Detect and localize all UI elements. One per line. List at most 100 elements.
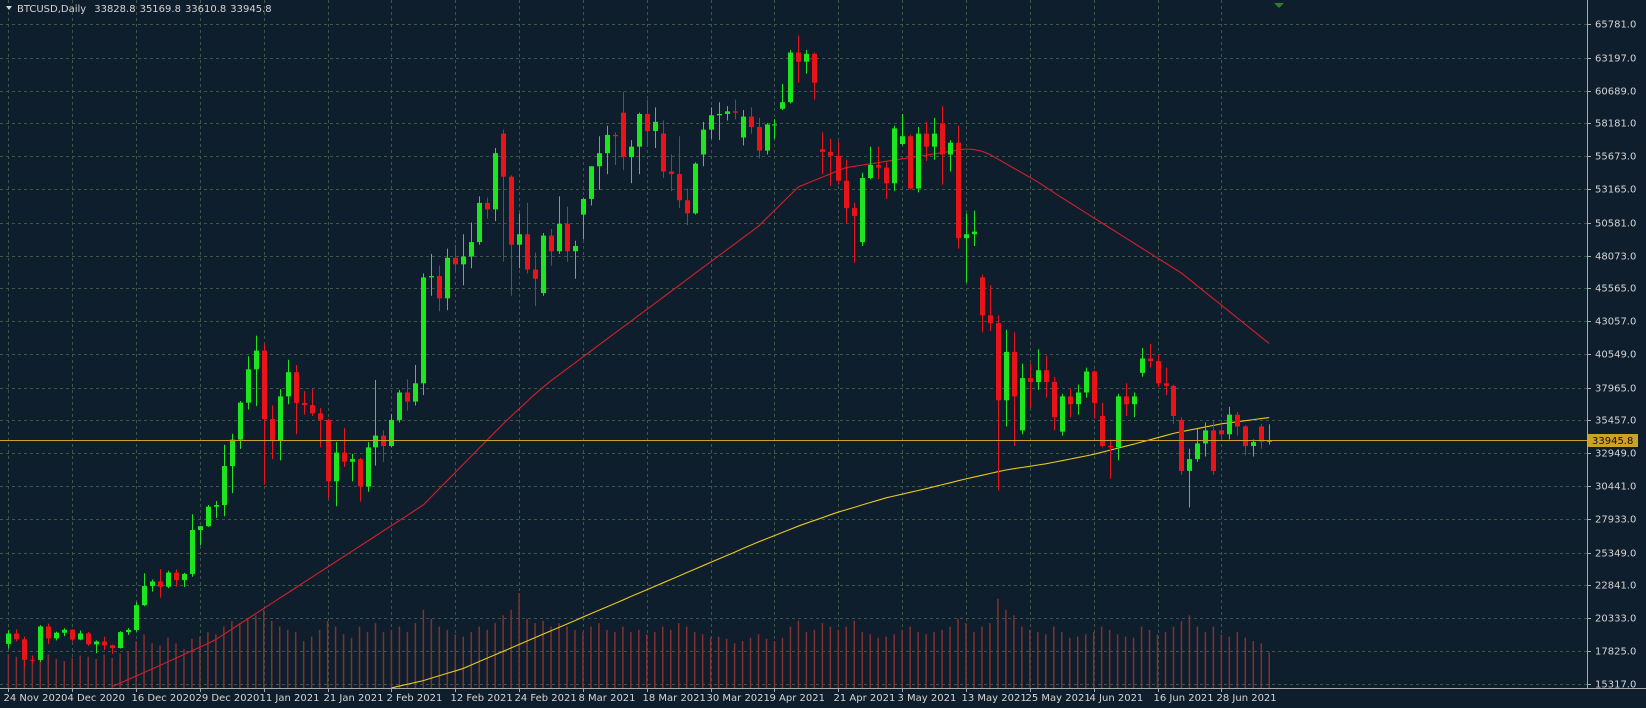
volume-bar <box>422 609 425 688</box>
last-price-label: 33945.8 <box>1592 436 1633 447</box>
y-tick-label: 50581.0 <box>1595 219 1636 230</box>
volume-bar <box>789 626 792 688</box>
volume-bar <box>462 636 465 688</box>
candle-body <box>796 52 801 62</box>
candle-body <box>932 133 937 147</box>
volume-bar <box>438 626 441 688</box>
last-price-box <box>1588 434 1638 447</box>
volume-bar <box>1116 634 1119 688</box>
candle-body <box>964 234 969 239</box>
candle-body <box>1140 358 1145 373</box>
candle-body <box>429 276 434 278</box>
candle-body <box>1028 378 1033 382</box>
candle-body <box>717 113 722 116</box>
volume-bar <box>877 637 879 688</box>
candle-body <box>413 383 418 402</box>
volume-bar <box>15 656 18 688</box>
candle-body <box>461 256 466 265</box>
y-tick-label: 63197.0 <box>1595 54 1636 65</box>
header-close: 33945.8 <box>230 4 271 15</box>
volume-bar <box>1244 637 1247 688</box>
candle-body <box>525 234 530 270</box>
volume-bar <box>989 623 991 688</box>
volume-bar <box>47 654 50 688</box>
volume-bar <box>606 629 608 688</box>
y-tick-label: 27933.0 <box>1595 515 1636 526</box>
volume-bar <box>949 626 951 688</box>
candle-body <box>1020 378 1025 431</box>
candle-body <box>924 133 929 147</box>
candle-body <box>453 257 458 265</box>
volume-bar <box>454 634 457 688</box>
volume-bar <box>630 632 632 688</box>
candle-body <box>613 134 618 137</box>
volume-bar <box>957 618 959 688</box>
volume-bar <box>87 656 89 688</box>
candle-body <box>868 164 873 179</box>
candle-body <box>1164 383 1169 386</box>
candle-body <box>1211 430 1216 471</box>
candle-body <box>709 115 714 130</box>
candle-body <box>1060 396 1065 432</box>
volume-bar <box>1260 643 1263 688</box>
volume-bar <box>885 636 887 688</box>
axes <box>0 0 1646 689</box>
volume-bar <box>406 632 409 688</box>
volume-bar <box>869 634 871 688</box>
candle-body <box>876 164 881 168</box>
volume-bar <box>997 598 999 688</box>
volume-bar <box>805 632 808 688</box>
volume-bar <box>494 623 496 688</box>
candle-body <box>565 223 570 252</box>
volume-bar <box>95 658 97 688</box>
y-tick-label: 55673.0 <box>1595 152 1636 163</box>
candle-body <box>110 645 115 649</box>
x-tick-label: 16 Dec 2020 <box>132 693 196 704</box>
volume-bar <box>534 623 536 688</box>
volume-bar <box>486 629 488 688</box>
x-tick-label: 13 May 2021 <box>962 693 1027 704</box>
volume-bar <box>829 626 832 688</box>
candle-body <box>366 447 371 487</box>
candle-body <box>150 581 155 586</box>
volume-bar <box>741 641 744 688</box>
volume-bar <box>1196 626 1199 688</box>
volume-bar <box>1005 609 1007 688</box>
candle-body <box>533 269 538 279</box>
volume-bar <box>342 634 345 688</box>
candle-body <box>230 439 235 467</box>
candle-body <box>70 629 75 640</box>
candle-body <box>286 372 291 397</box>
x-tick-label: 24 Feb 2021 <box>515 693 577 704</box>
y-tick-label: 65781.0 <box>1595 20 1636 31</box>
volume-bar <box>1045 634 1047 688</box>
volume-bar <box>614 632 616 688</box>
candle-body <box>326 419 331 482</box>
candle-body <box>22 639 27 660</box>
volume-bar <box>390 629 393 688</box>
candle-body <box>94 641 99 645</box>
candle-body <box>900 136 905 145</box>
volume-bar <box>1268 652 1270 688</box>
y-tick-label: 35457.0 <box>1595 416 1636 427</box>
volume-bar <box>821 623 824 688</box>
volume-bar <box>1100 626 1103 688</box>
candle-body <box>262 350 267 420</box>
volume-bar <box>1172 626 1175 688</box>
moving-averages <box>111 148 1270 689</box>
candle-body <box>1012 351 1017 397</box>
volumes <box>7 593 1270 688</box>
x-tick-label: 24 Nov 2020 <box>4 693 68 704</box>
candle-body <box>469 242 474 257</box>
x-tick-label: 3 May 2021 <box>898 693 957 704</box>
volume-bar <box>223 626 225 688</box>
candle-body <box>142 585 147 606</box>
volume-bar <box>622 626 624 688</box>
volume-bar <box>1037 632 1039 688</box>
x-tick-label: 9 Apr 2021 <box>770 693 825 704</box>
volume-bar <box>1084 634 1087 688</box>
candle-body <box>222 466 227 506</box>
volume-bar <box>1164 632 1167 688</box>
volume-bar <box>63 661 66 688</box>
